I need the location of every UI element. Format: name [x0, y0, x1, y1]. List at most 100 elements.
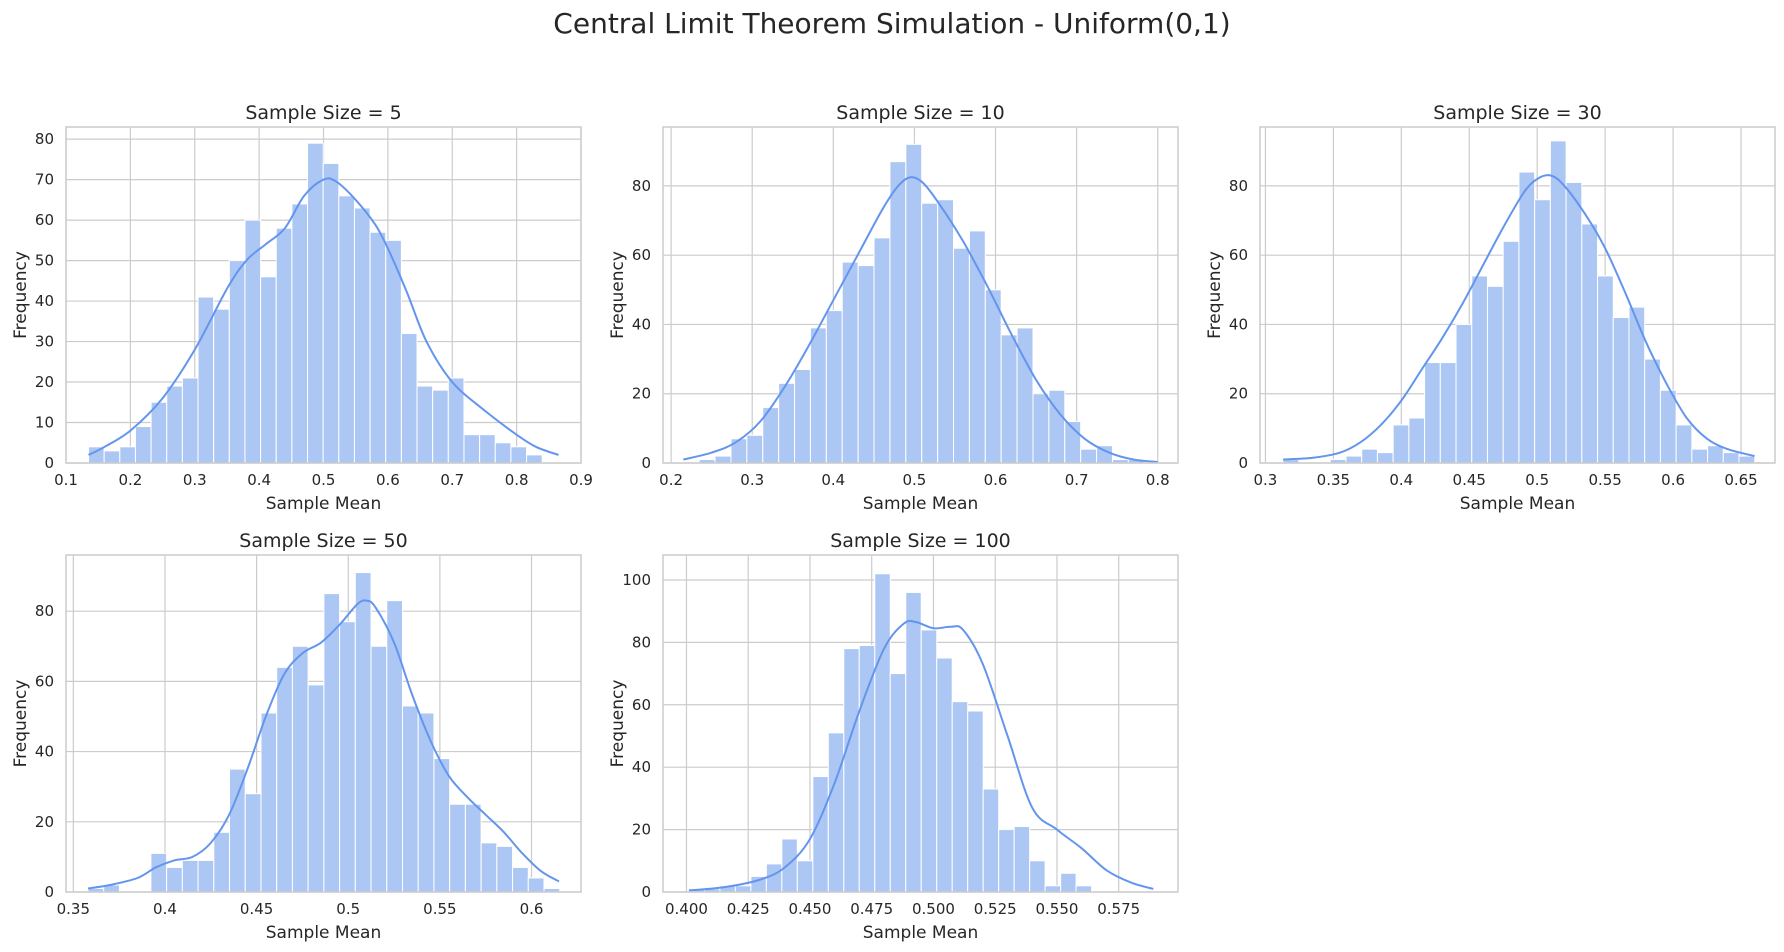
histogram-bar — [433, 758, 451, 893]
histogram-bar — [1581, 223, 1599, 464]
histogram-bar — [1549, 140, 1567, 464]
histogram-bar — [494, 442, 512, 464]
subplot-5: 0.400 0.425 0.450 0.475 0.500 0.525 0.550 0.575… — [608, 530, 1179, 943]
histogram-bar — [953, 247, 970, 464]
histogram-bar — [1534, 199, 1551, 464]
subplot-grid: 0.1 0.2 0.3 0.4 0.5 0.6 0.7 0.8 0.9 0 10 20 30 40 50 60… — [11, 102, 1776, 943]
histogram-bar — [1424, 362, 1441, 464]
histogram-bar — [730, 438, 748, 464]
histogram-bar — [1000, 334, 1018, 464]
x-axis-label: Sample Mean — [266, 923, 381, 943]
y-tick-label: 80 — [632, 633, 651, 651]
histogram-bar — [181, 377, 199, 464]
y-tick-label: 0 — [641, 454, 651, 472]
subplot-1: 0.1 0.2 0.3 0.4 0.5 0.6 0.7 0.8 0.9 0 10 20 30 40 50 60… — [11, 102, 593, 514]
histogram-bar — [1361, 448, 1378, 464]
histogram-bar — [1044, 885, 1062, 893]
x-tick-label: 0.6 — [520, 900, 544, 918]
y-tick-label: 0 — [44, 454, 54, 472]
x-tick-label: 0.500 — [912, 900, 955, 918]
x-tick-label: 0.400 — [665, 900, 708, 918]
x-tick-label: 0.55 — [423, 900, 456, 918]
histogram-bar — [1455, 323, 1473, 464]
y-tick-label: 30 — [35, 333, 54, 351]
figure-title: Central Limit Theorem Simulation - Unifo… — [553, 7, 1230, 40]
histogram-bar — [464, 803, 482, 893]
histogram-bar — [338, 195, 355, 464]
histogram-bar — [1345, 455, 1363, 464]
y-tick-label: 70 — [35, 171, 54, 189]
histogram-bar — [228, 260, 246, 464]
axes-frame — [65, 126, 582, 464]
x-tick-label: 0.2 — [118, 471, 142, 489]
histogram-bar — [369, 231, 387, 464]
x-tick-label: 0.65 — [1724, 471, 1757, 489]
histogram-bar — [150, 852, 168, 893]
histogram-bar — [889, 673, 907, 893]
histogram-bar — [527, 877, 545, 893]
kde-line — [88, 177, 559, 456]
y-tick-label: 20 — [35, 813, 54, 831]
histogram-bar — [889, 161, 907, 464]
histogram-bar — [479, 434, 496, 464]
histogram-bar — [181, 859, 199, 893]
histogram-bar — [417, 712, 435, 893]
axes-frame — [1259, 126, 1776, 464]
histogram-bar — [496, 845, 514, 893]
histogram-bar — [1628, 306, 1646, 464]
histogram-bar — [400, 332, 418, 464]
x-tick-label: 0.1 — [54, 471, 78, 489]
y-tick-label: 40 — [35, 292, 54, 310]
histogram-bar — [1597, 275, 1614, 464]
y-tick-label: 60 — [35, 211, 54, 229]
histogram-bars — [88, 142, 543, 464]
histogram-bar — [794, 368, 811, 464]
y-tick-label: 0 — [1238, 454, 1248, 472]
y-tick-label: 20 — [632, 385, 651, 403]
y-axis-label: Frequency — [1205, 251, 1225, 339]
y-tick-label: 40 — [632, 758, 651, 776]
histogram-bar — [841, 261, 859, 464]
subplot-title: Sample Size = 100 — [830, 530, 1011, 552]
histogram-bar — [1518, 171, 1536, 464]
histogram-bar — [291, 203, 309, 464]
histogram-bar — [260, 712, 278, 893]
x-tick-label: 0.450 — [788, 900, 831, 918]
histogram-bar — [244, 219, 262, 464]
histogram-bar — [982, 788, 1000, 893]
histogram-bar — [134, 426, 152, 464]
histogram-bar — [416, 385, 434, 464]
y-tick-label: 0 — [641, 883, 651, 901]
kde-line — [87, 599, 560, 890]
y-tick-label: 20 — [632, 821, 651, 839]
x-tick-label: 0.6 — [376, 471, 400, 489]
x-tick-label: 0.3 — [1254, 471, 1278, 489]
histogram-bar — [510, 446, 528, 464]
histogram-bar — [1439, 362, 1457, 464]
y-tick-label: 60 — [1229, 246, 1248, 264]
histogram-bar — [905, 591, 922, 893]
x-tick-label: 0.575 — [1097, 900, 1140, 918]
y-tick-label: 40 — [632, 315, 651, 333]
histogram-bar — [307, 684, 325, 893]
histogram-bar — [276, 666, 293, 893]
x-axis-label: Sample Mean — [863, 494, 978, 514]
x-tick-label: 0.8 — [505, 471, 529, 489]
histogram-bar — [984, 289, 1002, 464]
histogram-bar — [936, 657, 953, 893]
histogram-bar — [1075, 885, 1093, 893]
x-tick-label: 0.8 — [1146, 471, 1170, 489]
subplot-title: Sample Size = 10 — [836, 102, 1004, 124]
histogram-bar — [463, 434, 481, 464]
x-tick-label: 0.475 — [850, 900, 893, 918]
kde-line — [1283, 174, 1755, 461]
x-tick-label: 0.550 — [1035, 900, 1078, 918]
histogram-bar — [213, 831, 231, 893]
histogram-bar — [244, 793, 262, 893]
axes-frame — [662, 126, 1179, 464]
histogram-bar — [998, 829, 1015, 893]
y-tick-label: 60 — [35, 672, 54, 690]
histogram-bar — [1675, 424, 1693, 464]
histogram-bar — [197, 296, 215, 464]
